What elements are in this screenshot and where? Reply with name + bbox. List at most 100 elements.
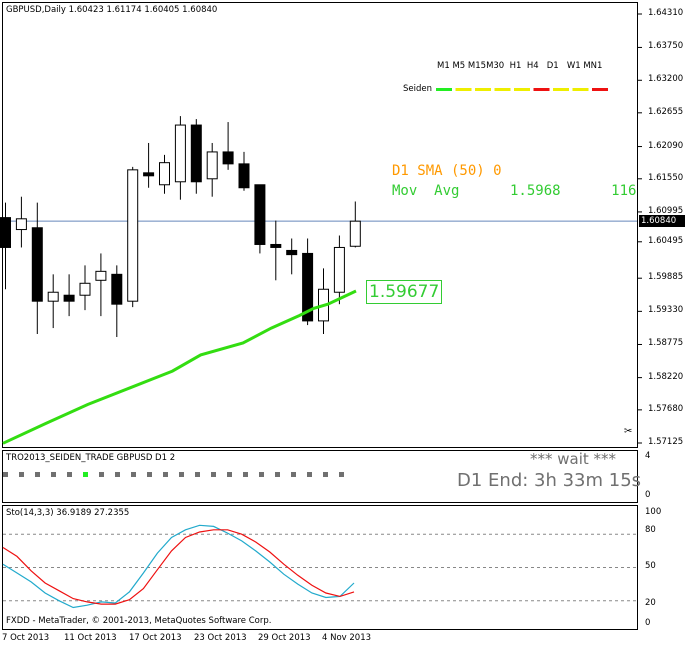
candle-body: [222, 151, 234, 165]
candle-body: [206, 151, 218, 180]
signal-square: [3, 472, 8, 477]
tf-label-m1: M1: [437, 61, 450, 71]
signal-square: [131, 472, 136, 477]
wait-text: *** wait ***: [530, 450, 617, 468]
indicator-title: TRO2013_SEIDEN_TRADE GBPUSD D1 2: [6, 453, 176, 463]
candle-body: [79, 282, 91, 296]
candle-body: [302, 252, 314, 322]
copyright-footer: FXDD - MetaTrader, © 2001-2013, MetaQuot…: [6, 616, 272, 626]
candle-body: [31, 227, 43, 302]
tf-label-mn1: MN1: [583, 61, 603, 71]
symbol-header: GBPUSD,Daily 1.60423 1.61174 1.60405 1.6…: [6, 5, 218, 15]
price-axis-label: 1.62090: [648, 140, 684, 151]
price-axis-label: 1.63200: [648, 74, 684, 85]
price-axis-label: 1.57125: [648, 437, 684, 447]
x-label-0: 7 Oct 2013: [2, 633, 50, 643]
signal-square: [115, 472, 120, 477]
price-axis-label: 1.58775: [648, 338, 684, 349]
end-countdown: D1 End: 3h 33m 15s: [457, 470, 642, 491]
candle-body: [270, 243, 282, 248]
price-axis-label: 1.63750: [648, 41, 684, 52]
candle-body: [15, 218, 27, 231]
candle-body: [159, 162, 170, 186]
movavg-label: Mov Avg 1.5968 116: [392, 183, 637, 199]
stochastic-title: Sto(14,3,3) 36.9189 27.2355: [6, 508, 130, 518]
tf-label-w1: W1: [566, 61, 581, 71]
ma-value-box: 1.59677: [366, 280, 443, 304]
signal-square: [163, 472, 168, 477]
current-price-tag: 1.60840: [639, 215, 685, 227]
stoch-axis-0: 0: [645, 618, 651, 628]
signal-square: [323, 472, 328, 477]
signal-square: [195, 472, 200, 477]
signal-square: [51, 472, 56, 477]
signal-square: [211, 472, 216, 477]
signal-square: [243, 472, 248, 477]
price-axis-label: 1.64310: [648, 8, 684, 18]
candle-body: [254, 184, 266, 245]
stoch-axis-50: 50: [645, 561, 656, 571]
candle-body: [333, 246, 345, 293]
tf-label-m15: M15: [467, 61, 487, 71]
main-chart-panel[interactable]: [2, 2, 638, 448]
price-axis-label: 1.60495: [648, 235, 684, 246]
signal-square: [275, 472, 280, 477]
signal-square: [67, 472, 72, 477]
scissors-icon: ✂: [624, 426, 633, 437]
price-axis-label: 1.62655: [648, 106, 684, 117]
x-label-5: 4 Nov 2013: [322, 633, 372, 643]
tf-label-h4: H4: [526, 61, 539, 71]
signal-square: [83, 472, 88, 477]
candle-body: [190, 124, 202, 183]
tf-label-m5: M5: [452, 61, 466, 71]
x-label-4: 29 Oct 2013: [258, 633, 311, 643]
timeframe-status-bar: [553, 88, 569, 91]
candle-body: [0, 217, 11, 248]
sma-line: [2, 289, 357, 445]
candle-body: [143, 172, 155, 177]
signal-square: [227, 472, 232, 477]
price-axis-label: 1.59885: [648, 272, 684, 283]
indicator-panel[interactable]: [2, 450, 638, 503]
tf-label-h1: H1: [509, 61, 522, 71]
signal-square: [291, 472, 296, 477]
stoch-axis-80: 80: [645, 525, 656, 535]
signal-row-label: Seiden: [403, 84, 432, 94]
indicator-axis-top: 4: [645, 451, 651, 461]
timeframe-status-bar: [455, 88, 472, 91]
candle-body: [174, 124, 186, 183]
price-axis-label: 1.58220: [648, 371, 684, 382]
x-label-2: 17 Oct 2013: [129, 633, 182, 643]
candle-body: [286, 249, 298, 256]
timeframe-status-bar: [494, 88, 511, 91]
signal-square: [147, 472, 152, 477]
price-axis-label: 1.59330: [648, 305, 684, 316]
x-label-3: 23 Oct 2013: [194, 633, 247, 643]
signal-square: [307, 472, 312, 477]
signal-square: [259, 472, 264, 477]
signal-square: [99, 472, 104, 477]
candle-body: [349, 220, 361, 247]
timeframe-status-bar: [572, 88, 589, 91]
candle-body: [95, 270, 107, 281]
x-label-1: 11 Oct 2013: [64, 633, 117, 643]
stoch-axis-100: 100: [645, 507, 662, 517]
price-axis-label: 1.61550: [648, 172, 684, 183]
sma-label: D1 SMA (50) 0: [392, 163, 502, 179]
timeframe-status-bar: [533, 88, 550, 91]
candle-body: [238, 163, 250, 189]
signal-square: [19, 472, 24, 477]
stoch-main-line: [2, 524, 355, 609]
signal-square: [35, 472, 40, 477]
tf-label-m30: M30: [486, 61, 505, 71]
candle-body: [47, 291, 59, 302]
candle-body: [111, 273, 123, 305]
timeframe-labels: M1 M5 M15M30 H1 H4 D1 W1 MN1: [437, 61, 602, 71]
timeframe-status-bar: [436, 88, 452, 91]
candle-body: [63, 294, 75, 302]
signal-square: [339, 472, 344, 477]
price-axis-label: 1.60995: [648, 205, 684, 216]
price-axis-label: 1.57680: [648, 403, 684, 414]
tf-label-d1: D1: [546, 61, 559, 71]
